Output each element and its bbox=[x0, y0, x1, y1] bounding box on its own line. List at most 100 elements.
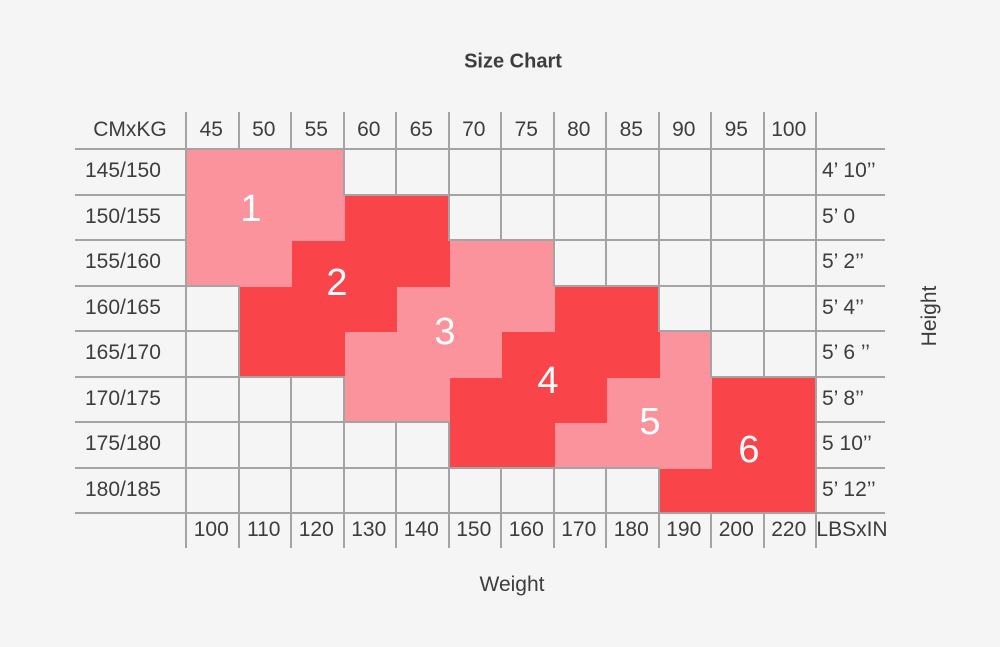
lbs-footer-label: 170 bbox=[561, 518, 597, 541]
size-grid: CMxKG LBSxIN 45 50 55 60 65 70 75 80 85 90 95 100 10… bbox=[75, 112, 888, 548]
size-region-cell bbox=[502, 332, 555, 378]
in-row-label: 4’ 10’’ bbox=[822, 159, 876, 182]
size-region-cell bbox=[659, 468, 712, 512]
size-region-cell bbox=[764, 468, 815, 512]
size-region-number: 6 bbox=[738, 429, 760, 471]
size-region-cell bbox=[607, 286, 658, 332]
weight-axis-label: Weight bbox=[479, 573, 545, 596]
size-region-cell bbox=[764, 377, 815, 423]
size-region-cell bbox=[344, 241, 397, 287]
in-row-label: 5 10’’ bbox=[822, 432, 872, 455]
grid-line-horizontal bbox=[75, 466, 885, 469]
size-region-cell bbox=[607, 377, 660, 423]
size-region-cell bbox=[502, 377, 555, 423]
lbs-footer-label: 130 bbox=[351, 518, 387, 541]
size-region-cell bbox=[397, 377, 450, 421]
in-row-label: 5’ 2’’ bbox=[822, 250, 865, 273]
size-region-cell bbox=[554, 332, 607, 378]
in-row-label: 5’ 8’’ bbox=[822, 386, 865, 410]
grid-line-horizontal bbox=[75, 193, 885, 196]
kg-header-label: 70 bbox=[462, 118, 486, 141]
size-region-number: 3 bbox=[434, 311, 456, 353]
cm-row-label: 170/175 bbox=[85, 386, 161, 410]
size-region-cell bbox=[607, 423, 660, 467]
kg-header-label: 55 bbox=[304, 118, 328, 141]
in-row-label: 5’ 12’’ bbox=[822, 477, 876, 501]
size-region-cell bbox=[764, 423, 815, 469]
kg-header-label: 65 bbox=[409, 118, 433, 141]
size-region-cell bbox=[397, 286, 450, 332]
kg-header-label: 90 bbox=[672, 118, 696, 141]
size-region-cell bbox=[239, 286, 292, 332]
size-region-cell bbox=[292, 195, 345, 241]
in-row-label: 5’ 6 ’’ bbox=[822, 341, 870, 364]
kg-header-label: 45 bbox=[199, 118, 223, 141]
size-region-cell bbox=[554, 377, 607, 423]
size-region-cell bbox=[187, 150, 240, 196]
size-region-cell bbox=[712, 423, 765, 469]
cm-row-label: 180/185 bbox=[85, 477, 161, 501]
size-region-cell bbox=[712, 377, 765, 423]
lbs-footer-label: 220 bbox=[771, 518, 807, 541]
size-region-cell bbox=[187, 241, 240, 285]
size-region-cell bbox=[292, 332, 345, 376]
size-region-cell bbox=[292, 286, 345, 332]
size-region-cell bbox=[187, 195, 240, 241]
kg-header-label: 95 bbox=[724, 118, 748, 141]
size-region-number: 4 bbox=[537, 360, 559, 402]
kg-header-label: 80 bbox=[567, 118, 591, 141]
size-region-cell bbox=[659, 423, 712, 469]
kg-header-label: 60 bbox=[357, 118, 381, 141]
size-region-cell bbox=[502, 286, 555, 332]
lbs-footer-label: 190 bbox=[666, 518, 702, 541]
size-region-number: 1 bbox=[240, 188, 262, 230]
cm-row-label: 145/150 bbox=[85, 159, 161, 182]
lbs-footer-label: 100 bbox=[193, 518, 229, 541]
size-region-cell bbox=[344, 195, 397, 241]
size-region-cell bbox=[712, 468, 765, 512]
kg-header-label: 75 bbox=[514, 118, 538, 141]
in-row-label: 5’ 0 bbox=[822, 204, 856, 228]
cm-row-label: 160/165 bbox=[85, 295, 161, 319]
kg-header-label: 85 bbox=[619, 118, 643, 141]
cm-row-label: 155/160 bbox=[85, 250, 161, 273]
size-region-cell bbox=[607, 332, 660, 378]
cm-row-label: 165/170 bbox=[85, 341, 161, 364]
lbs-footer-label: 160 bbox=[508, 518, 544, 541]
size-region-cell bbox=[292, 150, 343, 196]
corner-top-label: CMxKG bbox=[93, 118, 167, 141]
size-region-cell bbox=[449, 241, 502, 287]
lbs-footer-label: 150 bbox=[456, 518, 492, 541]
in-row-label: 5’ 4’’ bbox=[822, 295, 865, 319]
corner-bottom-label: LBSxIN bbox=[816, 518, 888, 541]
size-region-cell bbox=[239, 195, 292, 241]
lbs-footer-label: 200 bbox=[718, 518, 754, 541]
size-region-cell bbox=[449, 423, 502, 467]
size-region-number: 2 bbox=[326, 262, 348, 304]
height-axis-label: Height bbox=[918, 285, 941, 347]
size-region-number: 5 bbox=[639, 401, 661, 443]
size-region-cell bbox=[659, 377, 712, 423]
size-region-cell bbox=[344, 332, 397, 378]
cm-row-label: 150/155 bbox=[85, 204, 161, 228]
lbs-footer-label: 110 bbox=[247, 518, 281, 541]
size-region-cell bbox=[554, 286, 607, 332]
grid-line-horizontal bbox=[75, 148, 885, 150]
size-region-cell bbox=[239, 241, 292, 287]
grid-line-horizontal bbox=[75, 512, 885, 514]
size-region-cell bbox=[554, 423, 607, 467]
chart-title: Size Chart bbox=[464, 50, 562, 73]
lbs-footer-label: 120 bbox=[298, 518, 334, 541]
lbs-footer-label: 180 bbox=[613, 518, 649, 541]
size-region-cell bbox=[344, 377, 397, 421]
size-region-cell bbox=[397, 195, 448, 241]
size-region-cell bbox=[397, 332, 450, 378]
size-region-cell bbox=[397, 241, 450, 287]
size-region-cell bbox=[239, 150, 292, 196]
size-region-cell bbox=[449, 286, 502, 332]
kg-header-label: 100 bbox=[771, 118, 807, 141]
size-region-cell bbox=[502, 241, 553, 287]
kg-header-label: 50 bbox=[252, 118, 276, 141]
size-region-cell bbox=[449, 332, 502, 378]
